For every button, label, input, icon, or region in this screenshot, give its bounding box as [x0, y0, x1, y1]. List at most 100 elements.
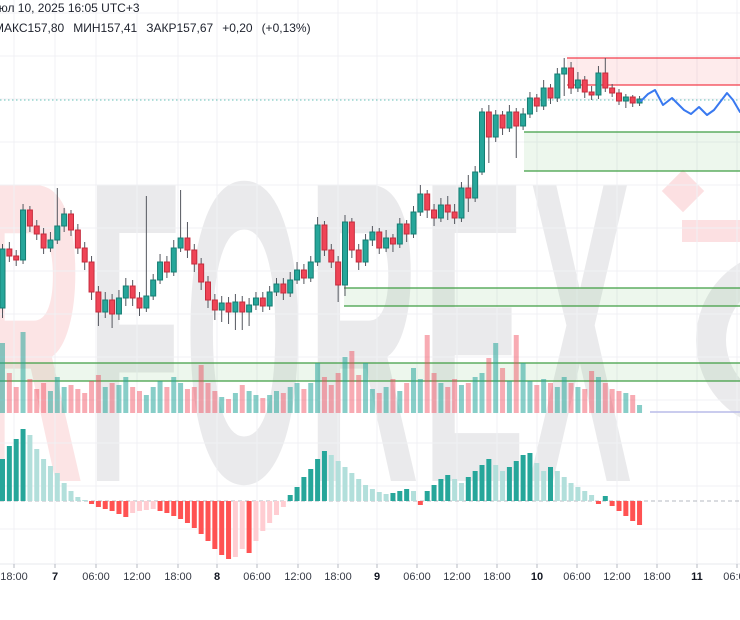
macd-histogram-bar: [41, 459, 47, 501]
macd-histogram-bar: [61, 483, 67, 501]
candle-bearish: [581, 79, 588, 93]
time-axis-label[interactable]: 18:00: [483, 571, 511, 583]
time-axis-label[interactable]: 8: [214, 571, 220, 583]
volume-bar: [321, 377, 327, 413]
time-axis-label[interactable]: 7: [52, 571, 58, 583]
volume-bar: [623, 393, 629, 413]
candle-bearish: [211, 299, 218, 311]
volume-bar: [116, 385, 122, 413]
time-axis-label[interactable]: 12:00: [603, 571, 631, 583]
time-axis-label[interactable]: 18:00: [643, 571, 671, 583]
candle-bearish: [609, 87, 616, 94]
candle-bullish: [307, 261, 314, 279]
candle-bullish: [595, 72, 602, 96]
volume-bar: [164, 387, 170, 413]
candle-bearish: [88, 261, 95, 293]
macd-histogram-bar: [328, 455, 334, 501]
volume-bar: [411, 368, 416, 413]
candle-bearish: [616, 92, 622, 102]
candle-bullish: [314, 224, 321, 263]
time-axis-label[interactable]: 12:00: [123, 571, 151, 583]
macd-histogram-bar: [171, 501, 177, 516]
candle-bullish: [122, 285, 129, 299]
legend-close: ЗАКР157,67: [146, 21, 214, 35]
candle-bearish: [259, 297, 266, 307]
macd-histogram-bar: [472, 471, 478, 501]
macd-histogram-bar: [191, 501, 197, 528]
candle-bearish: [6, 248, 13, 257]
volume-bar: [178, 383, 184, 413]
candle-bullish: [479, 111, 485, 173]
macd-histogram-bar: [602, 496, 608, 501]
macd-histogram-bar: [137, 501, 142, 511]
time-axis-label[interactable]: 12:00: [443, 571, 471, 583]
volume-bar: [383, 387, 389, 413]
macd-histogram-bar: [253, 501, 259, 541]
volume-bar: [20, 332, 26, 413]
macd-histogram-bar: [184, 501, 190, 523]
candle-bearish: [26, 209, 33, 227]
volume-bar: [335, 373, 341, 413]
macd-histogram-bar: [34, 449, 40, 501]
volume-bar: [472, 377, 478, 413]
candle-bearish: [225, 302, 232, 313]
macd-histogram-bar: [452, 479, 458, 501]
macd-histogram-bar: [493, 465, 499, 501]
time-axis-label[interactable]: 12:00: [284, 571, 312, 583]
candle-bearish: [389, 237, 396, 245]
time-axis-label[interactable]: 06:00: [403, 571, 431, 583]
volume-bar: [527, 381, 533, 413]
macd-histogram-bar: [95, 501, 101, 507]
macd-histogram-bar: [582, 491, 588, 501]
time-axis-label[interactable]: 18:00: [164, 571, 192, 583]
candle-bullish: [383, 237, 390, 249]
candle-bullish: [143, 295, 150, 309]
candle-bullish: [526, 97, 533, 115]
volume-bar: [465, 383, 471, 413]
candle-bullish: [410, 211, 417, 235]
volume-bar: [191, 387, 197, 413]
macd-histogram-bar: [308, 469, 314, 501]
time-axis-label[interactable]: 06:00: [82, 571, 110, 583]
candle-bullish: [232, 301, 239, 313]
volume-bar: [493, 343, 499, 413]
time-axis-label[interactable]: 11: [691, 571, 703, 583]
volume-bar: [363, 363, 369, 413]
macd-histogram-bar: [335, 461, 341, 501]
volume-bar: [342, 357, 348, 413]
time-axis-label[interactable]: 06:00: [723, 571, 740, 583]
volume-bar: [301, 389, 307, 413]
candle-bearish: [321, 224, 328, 251]
volume-bar: [500, 368, 506, 413]
time-axis-label[interactable]: 18:00: [324, 571, 352, 583]
macd-histogram-bar: [205, 501, 211, 541]
time-axis-label[interactable]: 06:00: [563, 571, 591, 583]
volume-bar: [41, 383, 47, 413]
volume-bar: [452, 379, 458, 413]
candle-bearish: [444, 204, 451, 213]
support-zone-mid: [344, 288, 740, 306]
time-axis-label[interactable]: 9: [374, 571, 380, 583]
volume-bar: [541, 379, 547, 413]
candle-bullish: [506, 111, 513, 129]
candle-bullish: [102, 299, 109, 313]
volume-bar: [95, 375, 101, 413]
time-axis-label[interactable]: 10: [531, 571, 543, 583]
macd-histogram-bar: [157, 501, 163, 511]
time-axis-label[interactable]: 18:00: [0, 571, 28, 583]
macd-histogram-bar: [75, 497, 81, 501]
macd-histogram-bar: [575, 487, 581, 501]
candle-bullish: [396, 223, 403, 245]
macd-histogram-bar: [6, 446, 12, 501]
volume-bar: [397, 391, 403, 413]
time-axis-label[interactable]: 06:00: [243, 571, 271, 583]
volume-bar: [219, 397, 225, 413]
candle-bullish: [417, 193, 424, 213]
volume-bar: [602, 383, 608, 413]
macd-histogram-bar: [260, 501, 266, 531]
volume-bar: [369, 389, 375, 413]
candle-bearish: [533, 97, 540, 107]
macd-histogram-bar: [102, 501, 108, 509]
macd-histogram-bar: [20, 429, 26, 501]
